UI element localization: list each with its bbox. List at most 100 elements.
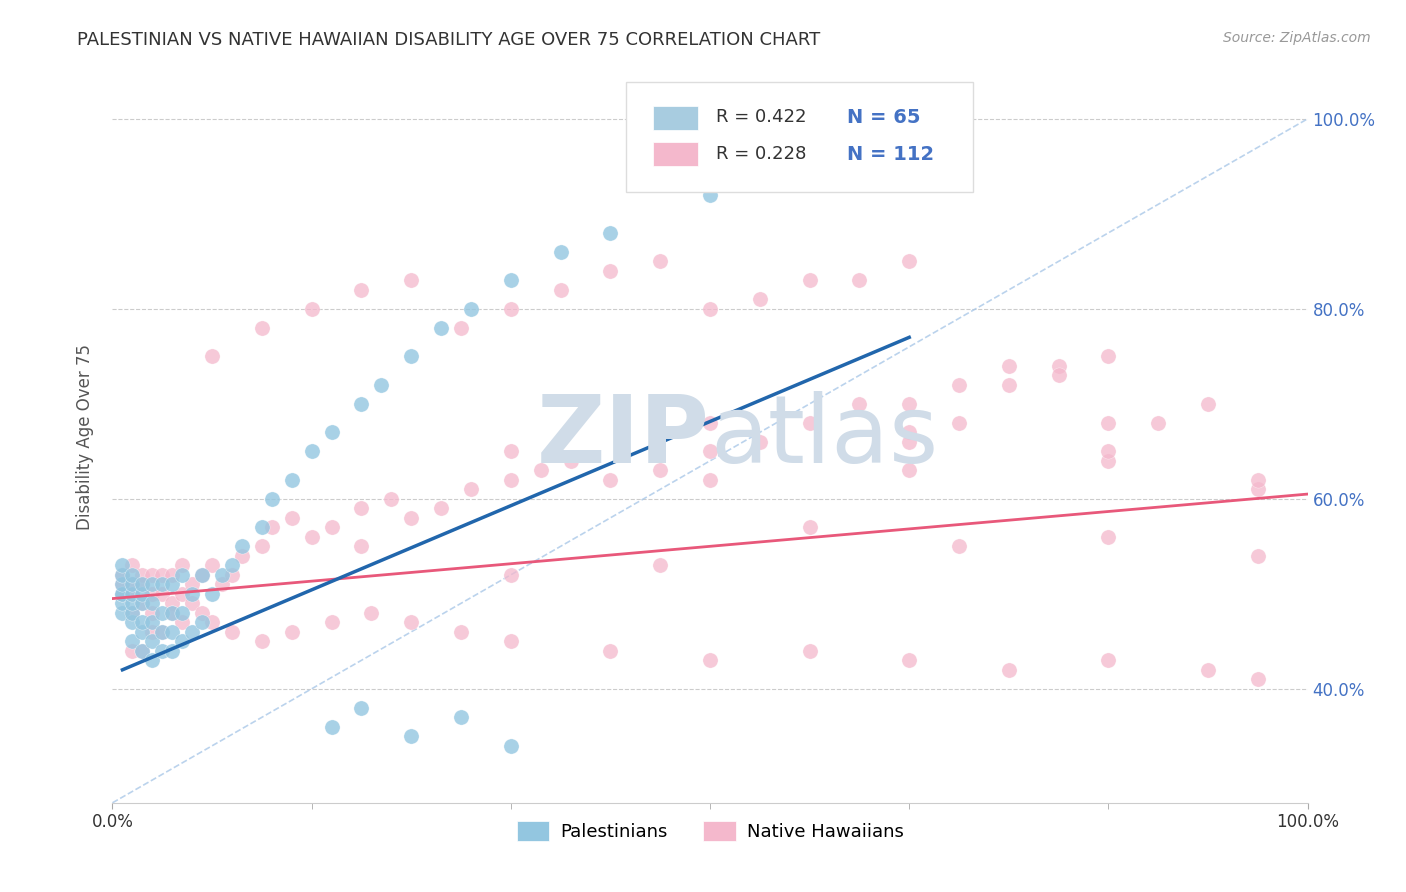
- Palestinians: [401, 349, 423, 363]
- Palestinians: [231, 539, 253, 553]
- Palestinians: [172, 567, 194, 582]
- Native Hawaiians: [301, 301, 323, 316]
- Native Hawaiians: [281, 511, 304, 525]
- Native Hawaiians: [162, 596, 183, 610]
- Native Hawaiians: [162, 567, 183, 582]
- Native Hawaiians: [350, 501, 373, 516]
- Palestinians: [131, 587, 153, 601]
- Palestinians: [450, 710, 472, 724]
- Native Hawaiians: [121, 577, 143, 591]
- Native Hawaiians: [450, 624, 472, 639]
- Native Hawaiians: [998, 377, 1021, 392]
- Palestinians: [141, 577, 163, 591]
- Palestinians: [401, 729, 423, 743]
- Native Hawaiians: [260, 520, 283, 534]
- Native Hawaiians: [121, 644, 143, 658]
- Palestinians: [141, 596, 163, 610]
- Native Hawaiians: [1097, 444, 1119, 458]
- Native Hawaiians: [650, 463, 672, 477]
- Native Hawaiians: [948, 377, 970, 392]
- Native Hawaiians: [1197, 663, 1219, 677]
- Native Hawaiians: [301, 530, 323, 544]
- FancyBboxPatch shape: [627, 82, 973, 192]
- Native Hawaiians: [250, 321, 273, 335]
- Native Hawaiians: [231, 549, 253, 563]
- Native Hawaiians: [848, 273, 870, 287]
- Native Hawaiians: [499, 634, 522, 648]
- Palestinians: [321, 720, 343, 734]
- Palestinians: [321, 425, 343, 440]
- Native Hawaiians: [499, 444, 522, 458]
- Palestinians: [131, 644, 153, 658]
- Text: N = 112: N = 112: [848, 145, 935, 163]
- Native Hawaiians: [560, 454, 582, 468]
- Native Hawaiians: [998, 359, 1021, 373]
- Native Hawaiians: [111, 587, 134, 601]
- Native Hawaiians: [181, 577, 204, 591]
- Native Hawaiians: [898, 653, 921, 667]
- Palestinians: [121, 606, 143, 620]
- Palestinians: [430, 321, 453, 335]
- Palestinians: [111, 558, 134, 573]
- Native Hawaiians: [799, 644, 821, 658]
- Native Hawaiians: [131, 577, 153, 591]
- Native Hawaiians: [350, 539, 373, 553]
- Palestinians: [150, 606, 173, 620]
- Palestinians: [121, 615, 143, 630]
- Native Hawaiians: [699, 416, 721, 430]
- Palestinians: [699, 187, 721, 202]
- Native Hawaiians: [898, 397, 921, 411]
- Text: PALESTINIAN VS NATIVE HAWAIIAN DISABILITY AGE OVER 75 CORRELATION CHART: PALESTINIAN VS NATIVE HAWAIIAN DISABILIT…: [77, 31, 821, 49]
- Native Hawaiians: [350, 283, 373, 297]
- Palestinians: [201, 587, 224, 601]
- Native Hawaiians: [1247, 549, 1270, 563]
- Native Hawaiians: [799, 416, 821, 430]
- Palestinians: [799, 159, 821, 173]
- Text: Source: ZipAtlas.com: Source: ZipAtlas.com: [1223, 31, 1371, 45]
- Palestinians: [350, 397, 373, 411]
- Native Hawaiians: [460, 483, 482, 497]
- Palestinians: [150, 577, 173, 591]
- Palestinians: [121, 634, 143, 648]
- Y-axis label: Disability Age Over 75: Disability Age Over 75: [76, 344, 94, 530]
- Native Hawaiians: [150, 587, 173, 601]
- Native Hawaiians: [121, 587, 143, 601]
- Palestinians: [599, 226, 621, 240]
- Palestinians: [281, 473, 304, 487]
- Native Hawaiians: [898, 463, 921, 477]
- Native Hawaiians: [530, 463, 553, 477]
- Palestinians: [499, 739, 522, 753]
- Palestinians: [141, 615, 163, 630]
- Palestinians: [121, 587, 143, 601]
- Native Hawaiians: [599, 473, 621, 487]
- Native Hawaiians: [699, 444, 721, 458]
- Native Hawaiians: [948, 539, 970, 553]
- Palestinians: [162, 577, 183, 591]
- Palestinians: [211, 567, 233, 582]
- FancyBboxPatch shape: [652, 106, 699, 130]
- FancyBboxPatch shape: [652, 143, 699, 167]
- Native Hawaiians: [499, 473, 522, 487]
- Native Hawaiians: [401, 273, 423, 287]
- Native Hawaiians: [201, 558, 224, 573]
- Native Hawaiians: [380, 491, 402, 506]
- Native Hawaiians: [499, 567, 522, 582]
- Native Hawaiians: [401, 511, 423, 525]
- Native Hawaiians: [1097, 416, 1119, 430]
- Native Hawaiians: [948, 416, 970, 430]
- Native Hawaiians: [998, 663, 1021, 677]
- Native Hawaiians: [250, 634, 273, 648]
- Native Hawaiians: [748, 434, 770, 449]
- Native Hawaiians: [1097, 349, 1119, 363]
- Native Hawaiians: [748, 293, 770, 307]
- Native Hawaiians: [131, 596, 153, 610]
- Palestinians: [111, 587, 134, 601]
- Palestinians: [162, 606, 183, 620]
- Palestinians: [162, 624, 183, 639]
- Palestinians: [898, 131, 921, 145]
- Native Hawaiians: [550, 283, 572, 297]
- Palestinians: [121, 567, 143, 582]
- Palestinians: [260, 491, 283, 506]
- Palestinians: [162, 644, 183, 658]
- Native Hawaiians: [799, 273, 821, 287]
